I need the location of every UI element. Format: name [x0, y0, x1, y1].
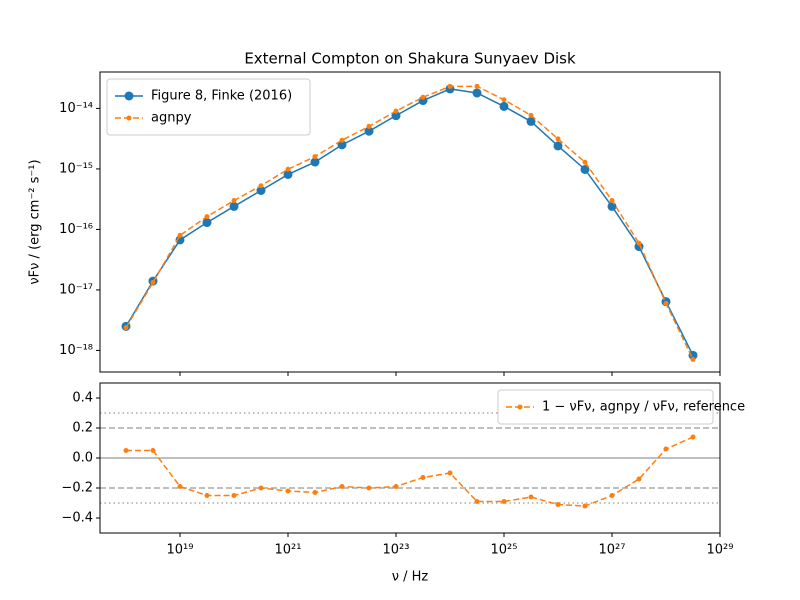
- data-point: [175, 235, 185, 245]
- data-point: [690, 434, 696, 440]
- data-point: [663, 300, 669, 306]
- chart-title: External Compton on Shakura Sunyaev Disk: [244, 50, 576, 68]
- data-point: [472, 88, 482, 98]
- data-point: [177, 484, 183, 489]
- data-point: [420, 475, 426, 480]
- series-line: [125, 88, 694, 356]
- data-point: [366, 123, 372, 129]
- y-tick-label: 0.2: [72, 421, 93, 436]
- y-tick-label: 0.4: [72, 391, 93, 406]
- data-point: [256, 185, 266, 195]
- data-point: [123, 448, 129, 453]
- data-point: [150, 279, 156, 285]
- data-point: [231, 493, 237, 498]
- data-point: [474, 499, 480, 504]
- x-tick-label: 10²⁵: [491, 543, 518, 558]
- data-point: [555, 502, 561, 507]
- data-point: [283, 169, 293, 179]
- x-tick-label: 10²⁹: [707, 543, 734, 558]
- legend-marker: [124, 91, 134, 101]
- data-point: [202, 218, 212, 228]
- data-point: [391, 111, 401, 121]
- legend-label: 1 − νFν, agnpy / νFν, reference: [542, 400, 745, 415]
- data-point: [501, 499, 507, 504]
- data-point: [528, 494, 534, 500]
- data-point: [636, 476, 642, 482]
- legend-box: [106, 78, 311, 136]
- data-point: [229, 201, 239, 211]
- x-tick-label: 10¹⁹: [167, 543, 194, 558]
- data-point: [285, 488, 291, 494]
- plot-frame: [99, 382, 721, 534]
- data-point: [150, 448, 156, 453]
- data-point: [364, 126, 374, 136]
- data-point: [231, 198, 237, 204]
- data-point: [393, 484, 399, 489]
- series-line: [125, 85, 694, 360]
- y-tick-label: 10⁻¹⁷: [59, 282, 93, 297]
- data-point: [582, 159, 588, 165]
- data-point: [526, 116, 536, 126]
- data-point: [609, 493, 615, 498]
- data-point: [258, 485, 264, 491]
- data-point: [312, 490, 318, 495]
- data-point: [393, 108, 399, 114]
- y-tick-label: −0.2: [61, 481, 93, 496]
- data-point: [636, 240, 642, 246]
- data-point: [609, 198, 615, 204]
- x-tick-label: 10²¹: [275, 543, 302, 558]
- x-tick-label: 10²⁷: [599, 543, 626, 558]
- data-point: [607, 201, 617, 211]
- data-point: [339, 484, 345, 489]
- y-tick-label: 10⁻¹⁴: [59, 101, 93, 116]
- data-point: [528, 112, 534, 118]
- y-axis-label: νFν / (erg cm⁻² s⁻¹): [28, 159, 43, 284]
- legend-marker: [517, 404, 523, 410]
- y-tick-label: 10⁻¹⁶: [59, 222, 93, 237]
- data-point: [663, 446, 669, 452]
- data-point: [312, 154, 318, 160]
- data-point: [177, 232, 183, 238]
- data-point: [580, 164, 590, 174]
- x-tick-label: 10²³: [383, 543, 410, 558]
- data-point: [366, 485, 372, 491]
- legend-marker: [126, 115, 132, 121]
- y-tick-label: 10⁻¹⁸: [59, 343, 93, 358]
- data-point: [553, 141, 563, 151]
- data-point: [690, 356, 696, 362]
- data-point: [420, 94, 426, 100]
- series-line: [126, 436, 694, 507]
- data-point: [337, 140, 347, 150]
- data-point: [339, 137, 345, 143]
- data-point: [204, 493, 210, 498]
- plot-frame: [99, 71, 721, 373]
- data-point: [204, 214, 210, 220]
- data-point: [258, 183, 264, 189]
- data-point: [501, 97, 507, 103]
- data-point: [582, 503, 588, 509]
- data-point: [555, 136, 561, 142]
- y-tick-label: 0.0: [72, 451, 93, 466]
- legend-box: [497, 389, 714, 425]
- data-point: [499, 101, 509, 111]
- x-axis-label: ν / Hz: [392, 570, 429, 585]
- data-point: [447, 83, 453, 89]
- data-point: [474, 83, 480, 89]
- legend-label: agnpy: [151, 111, 192, 126]
- legend-label: Figure 8, Finke (2016): [151, 89, 292, 104]
- y-tick-label: 10⁻¹⁵: [59, 161, 93, 176]
- data-point: [285, 166, 291, 172]
- data-point: [310, 157, 320, 167]
- y-tick-label: −0.4: [61, 511, 93, 526]
- data-point: [447, 470, 453, 476]
- data-point: [123, 325, 129, 331]
